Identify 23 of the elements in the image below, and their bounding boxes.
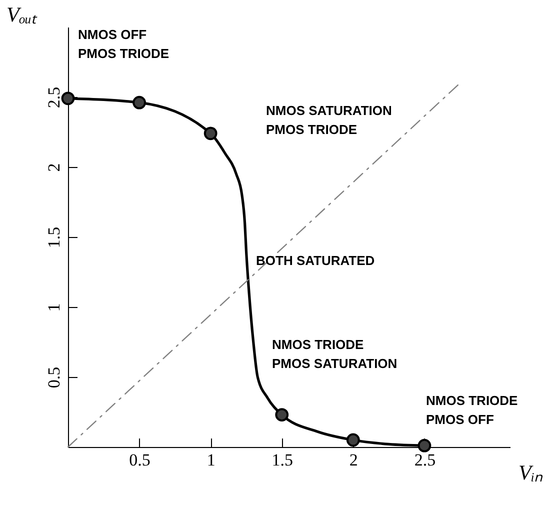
point (418, 438, 432, 452)
x-tick-label: 1 (206, 450, 216, 470)
annotation: NMOS OFF PMOS TRIODE (78, 27, 170, 61)
point (204, 126, 218, 140)
point (61, 92, 75, 106)
annotation: NMOS TRIODE PMOS OFF (426, 393, 518, 427)
x-tick-label: 0.5 (129, 450, 150, 470)
y-tick-label: 1 (44, 303, 64, 312)
y-tick-label: 2 (44, 163, 64, 172)
point (132, 96, 146, 110)
y-axis-title: Vₒᵤₜ (6, 2, 38, 26)
x-axis-title: Vᵢₙ (518, 460, 544, 484)
point (346, 433, 360, 447)
y-tick-label: 1.5 (44, 226, 64, 248)
x-tick-label: 2 (349, 450, 358, 470)
annotation: BOTH SATURATED (256, 253, 375, 268)
x-tick-label: 1.5 (272, 450, 293, 470)
y-tick-label: 0.5 (44, 366, 64, 388)
annotation: NMOS SATURATION PMOS TRIODE (266, 103, 392, 137)
point (275, 408, 289, 422)
x-tick-label: 2.5 (414, 450, 436, 470)
y-tick-label: 2.5 (44, 86, 64, 108)
annotation: NMOS TRIODE PMOS SATURATION (272, 337, 398, 371)
